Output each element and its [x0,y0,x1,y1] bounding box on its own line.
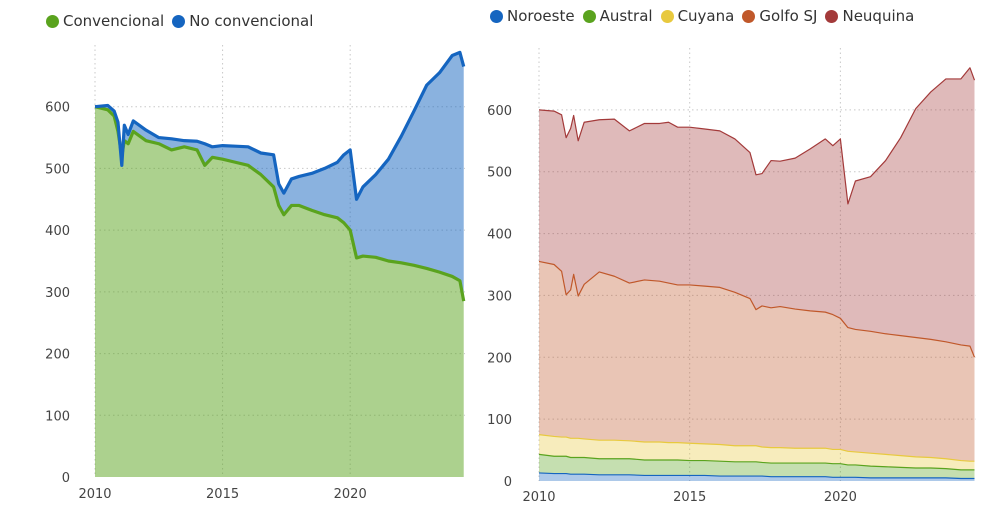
legend-dot-no-convencional [172,14,186,28]
y-tick-label-600: 600 [45,101,70,116]
legend-dot-golfo-sj [742,9,756,23]
legend-item-convencional[interactable]: Convencional [46,12,164,30]
y-tick-label-300: 300 [45,286,70,301]
y-tick-label-300: 300 [487,289,512,304]
area-neuquina [539,67,975,358]
legend-label-cuyana: Cuyana [677,7,735,25]
x-tick-label-2020: 2020 [824,490,857,505]
line-austral [538,453,975,471]
y-tick-label-0: 0 [504,475,512,490]
legend-label-neuquina: Neuquina [842,7,915,25]
y-tick-label-400: 400 [45,224,70,239]
legend-item-noroeste[interactable]: Noroeste [490,7,575,25]
area-no-convencional [95,52,464,302]
y-tick-label-500: 500 [487,166,512,181]
area-cuyana [539,434,975,470]
x-tick-label-2010: 2010 [522,490,555,505]
x-tick-label-2010: 2010 [78,487,111,502]
y-tick-label-200: 200 [487,351,512,366]
left-area-chart: 0 100 200 300 400 500 600 2010 2015 2020 [45,45,466,502]
legend-dot-noroeste [490,9,503,23]
line-neuquina [538,67,976,205]
area-noroeste [539,472,975,481]
y-tick-label-0: 0 [62,471,70,486]
area-convencional [95,106,464,477]
line-noroeste [538,472,975,480]
legend-label-convencional: Convencional [63,12,165,30]
line-convencional [94,105,466,302]
right-chart-panel: Noroeste Austral Cuyana Golfo SJ Neuquin… [480,0,1000,516]
legend-dot-convencional [46,14,59,28]
right-area-chart: 0 100 200 300 400 500 600 2010 2015 2020 [487,48,976,505]
legend-dot-austral [582,9,596,23]
y-tick-label-100: 100 [45,409,70,424]
legend-label-austral: Austral [599,7,653,25]
legend-dot-neuquina [825,9,839,23]
legend-label-noroeste: Noroeste [507,7,575,25]
legend-dot-cuyana [660,9,674,23]
legend-label-no-convencional: No convencional [189,12,314,30]
y-tick-label-100: 100 [487,413,512,428]
line-cuyana [538,434,975,462]
line-golfo-sj [538,260,976,358]
x-tick-label-2015: 2015 [673,490,706,505]
y-tick-label-500: 500 [45,162,70,177]
legend-item-austral[interactable]: Austral [582,7,653,25]
left-chart-panel: Convencional No convencional 0 100 200 300 4… [0,0,490,516]
legend-label-golfo-sj: Golfo SJ [759,7,818,25]
y-tick-label-200: 200 [45,348,70,363]
y-tick-label-600: 600 [487,104,512,119]
legend-item-no-convencional[interactable]: No convencional [172,12,313,30]
x-tick-label-2015: 2015 [206,487,239,502]
y-tick-label-400: 400 [487,228,512,243]
left-legend: Convencional No convencional [46,12,321,30]
area-golfo-sj [539,261,975,462]
legend-item-golfo-sj[interactable]: Golfo SJ [742,7,817,25]
line-no-convencional [94,50,466,201]
right-legend: Noroeste Austral Cuyana Golfo SJ Neuquin… [490,7,922,25]
x-tick-label-2020: 2020 [334,487,367,502]
legend-item-neuquina[interactable]: Neuquina [825,7,914,25]
legend-item-cuyana[interactable]: Cuyana [660,7,735,25]
